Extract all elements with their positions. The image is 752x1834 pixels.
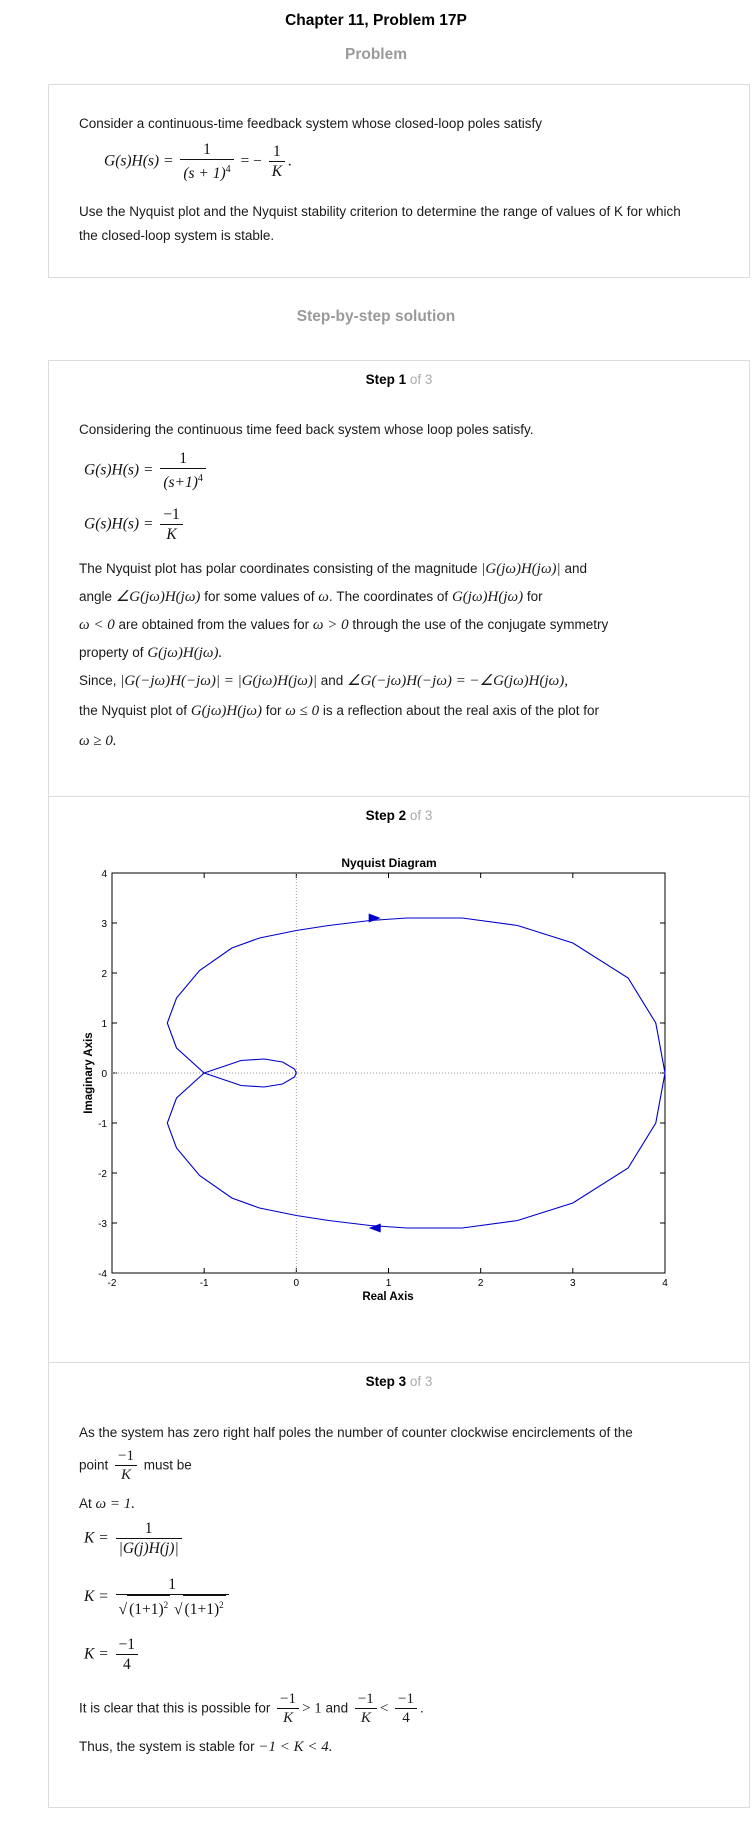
step-1-paragraph-1: The Nyquist plot has polar coordinates c… (79, 561, 609, 661)
x-tick-label: 4 (662, 1278, 668, 1289)
problem-heading: Problem (344, 46, 407, 63)
step-1-eq2: G(s)H(s) = −1 K (84, 506, 186, 544)
problem-box (48, 84, 750, 278)
step-3-point-line: point −1 K must be (79, 1448, 192, 1483)
y-axis-label: Imaginary Axis (83, 1032, 95, 1113)
y-tick-label: 2 (101, 969, 107, 980)
x-tick-label: 1 (386, 1278, 392, 1289)
direction-arrow (368, 1223, 381, 1233)
step-1-eq1: G(s)H(s) = 1 (s+1)4 (84, 450, 209, 492)
step-1-paragraph-2: Since, |G(−jω)H(−jω)| = |G(jω)H(jω)| and… (79, 673, 600, 749)
y-tick-label: -1 (98, 1119, 107, 1130)
step-2-label: Step 2 of 3 (365, 808, 433, 823)
y-tick-label: 0 (101, 1069, 107, 1080)
problem-intro: Consider a continuous-time feedback syst… (79, 116, 542, 131)
solution-box (48, 360, 750, 1808)
step-3-paragraph-1: As the system has zero right half poles … (79, 1425, 633, 1440)
step-divider (48, 1362, 750, 1363)
step-1-label: Step 1 of 3 (365, 372, 433, 387)
step-3-at-line: At ω = 1. (79, 1496, 135, 1512)
y-tick-label: -3 (98, 1219, 107, 1230)
x-tick-label: -2 (108, 1278, 117, 1289)
y-tick-label: 3 (101, 919, 107, 930)
x-tick-label: 0 (294, 1278, 300, 1289)
x-tick-label: 2 (478, 1278, 484, 1289)
y-tick-label: 1 (101, 1019, 107, 1030)
step-3-condition: It is clear that this is possible for −1… (79, 1691, 424, 1726)
solution-heading: Step-by-step solution (296, 308, 456, 325)
y-tick-label: -2 (98, 1169, 107, 1180)
step-3-label: Step 3 of 3 (365, 1374, 433, 1389)
direction-arrow (368, 913, 381, 923)
x-axis-label: Real Axis (362, 1291, 413, 1303)
y-tick-label: -4 (98, 1269, 107, 1280)
problem-question: Use the Nyquist plot and the Nyquist sta… (79, 204, 681, 243)
step-3-conclusion: Thus, the system is stable for −1 < K < … (79, 1739, 333, 1755)
chart-title: Nyquist Diagram (341, 856, 436, 870)
x-tick-label: 3 (570, 1278, 576, 1289)
y-tick-label: 4 (101, 869, 107, 880)
step-3-k-eq3: K = −1 4 (84, 1636, 141, 1674)
step-3-k-eq2: K = 1 √ (1+1)2 √ (1+1)2 (84, 1576, 232, 1619)
page-title: Chapter 11, Problem 17P (285, 12, 467, 29)
nyquist-chart: Nyquist Diagram -2 -1 0 1 2 3 4 4 3 2 1 0 -1 -2 -3 -4 R… (83, 856, 668, 1303)
step-1-intro: Considering the continuous time feed bac… (79, 422, 534, 437)
x-tick-label: -1 (200, 1278, 209, 1289)
step-3-k-eq1: K = 1 |G(j)H(j)| (84, 1520, 185, 1558)
step-divider (48, 796, 750, 797)
